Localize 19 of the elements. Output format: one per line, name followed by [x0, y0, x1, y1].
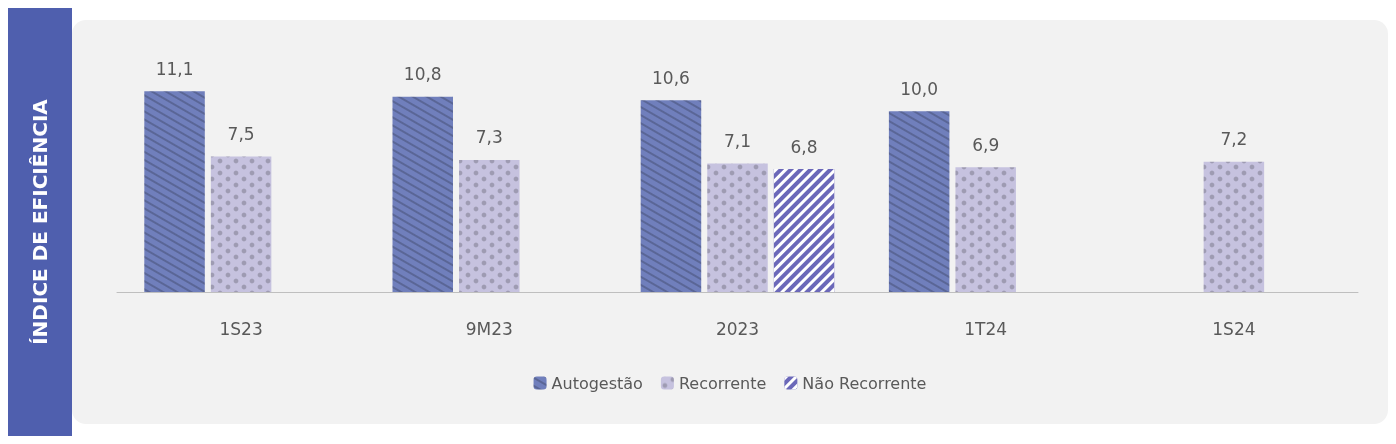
x-tick-label: 2023 [715, 318, 760, 339]
x-tick-label: 1S24 [1212, 318, 1256, 339]
x-tick-label: 9M23 [465, 318, 513, 339]
legend-label: Não Recorrente [802, 373, 927, 393]
x-tick-label: 1S23 [219, 318, 263, 339]
data-label: 7,1 [723, 131, 752, 152]
data-label: 10,8 [403, 64, 442, 85]
data-label: 10,6 [652, 67, 690, 88]
data-label: 10,0 [900, 78, 939, 99]
x-tick-label: 1T24 [964, 318, 1008, 339]
legend-label: Recorrente [678, 373, 767, 393]
data-label: 6,9 [972, 134, 1000, 155]
data-label: 7,5 [227, 123, 255, 144]
data-label: 7,3 [475, 127, 503, 148]
y-axis-title: ÍNDICE DE EFICIÊNCIA [28, 99, 53, 345]
data-label: 7,2 [1220, 129, 1248, 150]
data-label: 11,1 [155, 58, 194, 79]
legend-label: Autogestão [551, 373, 643, 393]
data-label: 6,8 [790, 136, 818, 157]
